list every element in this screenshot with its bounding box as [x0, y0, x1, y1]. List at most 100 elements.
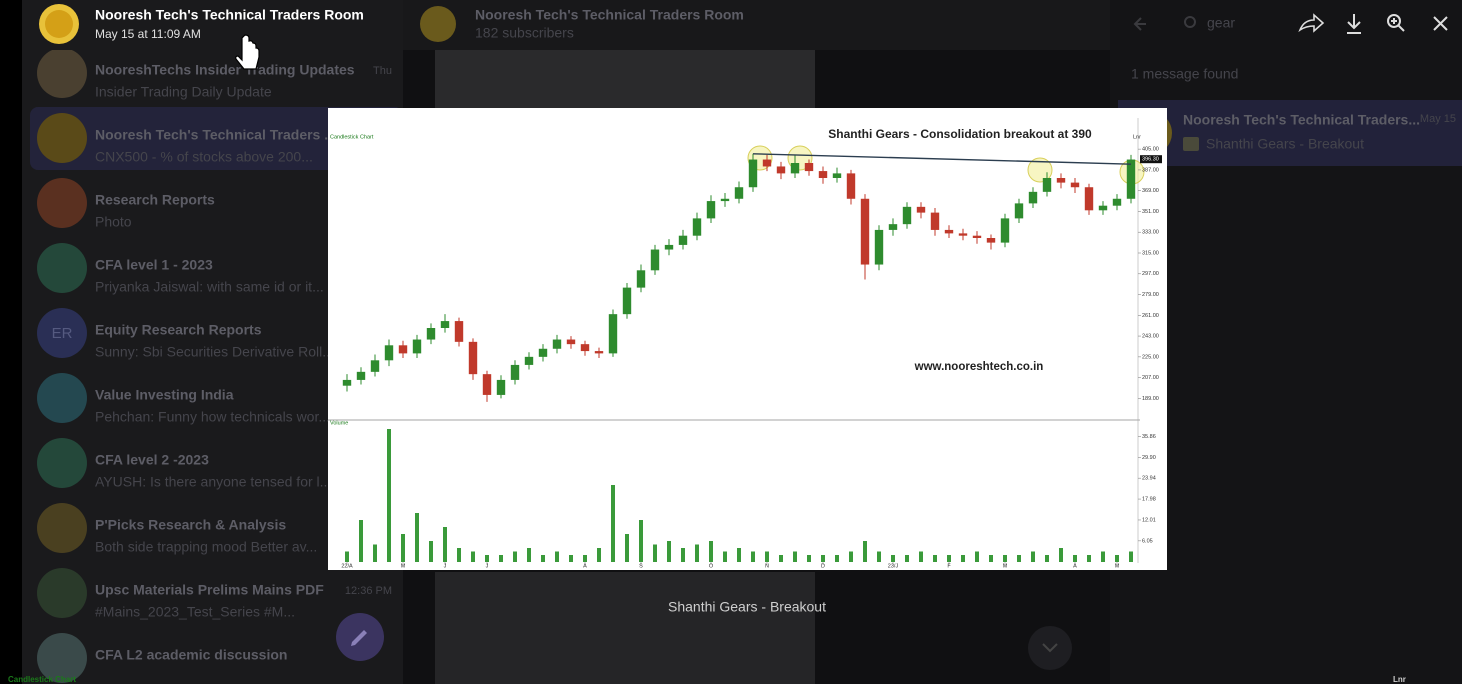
x-tick-label: M	[401, 563, 406, 569]
candle-body	[945, 230, 953, 233]
volume-tick-label: 23.94	[1142, 476, 1156, 482]
candle-body	[665, 245, 673, 250]
candle-body	[763, 160, 771, 167]
volume-bar	[1101, 552, 1105, 563]
message-photo	[435, 572, 815, 684]
candle-body	[1043, 178, 1051, 192]
photo-caption: Shanthi Gears - Breakout	[668, 599, 826, 615]
chat-avatar	[37, 113, 87, 163]
volume-tick-label: 12.01	[1142, 517, 1156, 523]
chat-avatar	[37, 503, 87, 553]
viewer-avatar-inner	[45, 10, 73, 38]
scale-label: Lnr	[1133, 134, 1141, 140]
chat-avatar	[37, 438, 87, 488]
chat-name: Upsc Materials Prelims Mains PDF	[95, 582, 324, 598]
candle-body	[847, 173, 855, 198]
volume-bar	[849, 552, 853, 563]
candle-body	[357, 372, 365, 380]
y-tick-label: 225.00	[1142, 354, 1159, 360]
volume-bar	[625, 534, 629, 562]
chat-preview: Sunny: Sbi Securities Derivative Roll...	[95, 344, 334, 360]
chat-avatar	[37, 178, 87, 228]
chat-name: CFA level 1 - 2023	[95, 257, 213, 273]
y-tick-label: 207.00	[1142, 375, 1159, 381]
y-tick-label: 189.00	[1142, 396, 1159, 402]
candle-body	[987, 238, 995, 243]
volume-bar	[807, 555, 811, 562]
volume-bar	[373, 545, 377, 563]
candle-body	[707, 201, 715, 218]
candle-body	[567, 340, 575, 345]
candle-body	[721, 199, 729, 201]
volume-tick-label: 35.86	[1142, 434, 1156, 440]
volume-bar	[457, 548, 461, 562]
volume-bar	[877, 552, 881, 563]
chat-name: CFA L2 academic discussion	[95, 647, 287, 663]
chat-name: CFA level 2 -2023	[95, 452, 209, 468]
result-name: Nooresh Tech's Technical Traders...	[1183, 112, 1420, 128]
volume-bar	[751, 552, 755, 563]
candle-body	[833, 173, 841, 178]
candle-body	[455, 321, 463, 342]
candle-body	[1015, 203, 1023, 218]
x-tick-label: 22/A	[341, 563, 353, 569]
volume-bar	[359, 520, 363, 562]
volume-bar	[345, 552, 349, 563]
chat-preview: Priyanka Jaiswal: with same id or it...	[95, 279, 324, 295]
volume-bar	[905, 555, 909, 562]
candle-body	[777, 166, 785, 173]
chat-name: Research Reports	[95, 192, 215, 208]
candle-body	[1085, 187, 1093, 210]
chat-preview: AYUSH: Is there anyone tensed for l...	[95, 474, 331, 490]
volume-tick-label: 17.98	[1142, 497, 1156, 503]
candle-body	[749, 160, 757, 188]
volume-bar	[737, 548, 741, 562]
chat-preview: Insider Trading Daily Update	[95, 84, 272, 100]
y-tick-label: 387.00	[1142, 167, 1159, 173]
x-tick-label: S	[639, 563, 643, 569]
chat-avatar	[37, 373, 87, 423]
volume-bar	[611, 485, 615, 562]
chat-preview: #Mains_2023_Test_Series #M...	[95, 604, 295, 620]
candle-body	[469, 342, 477, 374]
chat-avatar	[37, 48, 87, 98]
candle-body	[1057, 178, 1065, 183]
volume-bar	[541, 555, 545, 562]
x-tick-label: M	[1115, 563, 1120, 569]
footer-left: Candlestick Chart	[8, 675, 76, 684]
volume-bar	[695, 545, 699, 563]
chat-preview: Both side trapping mood Better av...	[95, 539, 317, 555]
chat-time: Thu	[373, 65, 392, 77]
volume-tick-label: 29.90	[1142, 455, 1156, 461]
result-preview: Shanthi Gears - Breakout	[1206, 136, 1364, 152]
candle-body	[959, 233, 967, 235]
candle-body	[525, 357, 533, 365]
search-query[interactable]: gear	[1207, 15, 1235, 31]
result-date: May 15	[1420, 113, 1456, 125]
candle-body	[651, 250, 659, 271]
volume-bar	[933, 555, 937, 562]
scroll-down-button[interactable]	[1028, 626, 1072, 670]
volume-bar	[653, 545, 657, 563]
volume-bar	[975, 552, 979, 563]
volume-bar	[821, 555, 825, 562]
volume-bar	[429, 541, 433, 562]
chat-title: Nooresh Tech's Technical Traders Room	[475, 7, 744, 23]
candle-body	[399, 345, 407, 353]
volume-bar	[891, 555, 895, 562]
y-tick-label: 261.00	[1142, 313, 1159, 319]
footer-right: Lnr	[1393, 675, 1406, 684]
chart-label: Candlestick Chart	[330, 134, 374, 140]
volume-bar	[989, 555, 993, 562]
chat-name: Value Investing India	[95, 387, 234, 403]
volume-bar	[583, 555, 587, 562]
y-tick-label: 297.00	[1142, 271, 1159, 277]
x-tick-label: J	[486, 563, 489, 569]
x-tick-label: J	[444, 563, 447, 569]
candle-body	[931, 213, 939, 230]
chat-name: P'Picks Research & Analysis	[95, 517, 286, 533]
candle-body	[539, 349, 547, 357]
candle-body	[875, 230, 883, 265]
candle-body	[637, 270, 645, 287]
volume-bar	[1059, 548, 1063, 562]
